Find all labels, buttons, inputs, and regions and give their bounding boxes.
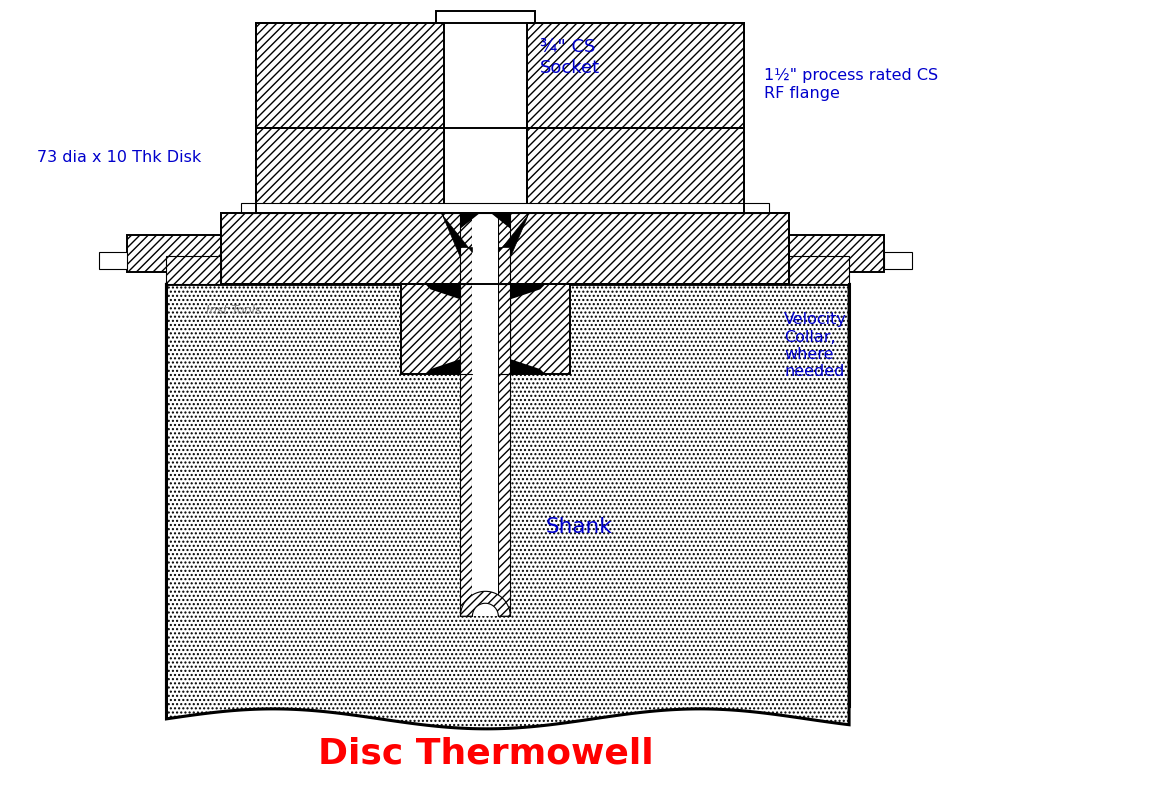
Bar <box>498 284 511 374</box>
Text: 1½" process rated CS
RF flange: 1½" process rated CS RF flange <box>764 68 938 101</box>
Polygon shape <box>460 212 480 229</box>
Bar <box>436 11 535 23</box>
Text: ¾" CS
Socket: ¾" CS Socket <box>540 38 600 77</box>
Bar <box>460 284 511 374</box>
Bar <box>498 212 511 616</box>
Bar <box>167 284 849 731</box>
Polygon shape <box>498 212 531 257</box>
Bar <box>789 234 884 272</box>
Bar <box>527 23 744 128</box>
Bar <box>99 252 127 269</box>
Text: Inst Tools: Inst Tools <box>207 304 262 317</box>
Polygon shape <box>460 592 511 616</box>
Polygon shape <box>491 212 511 229</box>
Bar <box>472 284 498 374</box>
Bar <box>460 284 472 374</box>
Polygon shape <box>440 212 472 257</box>
Text: 73 dia x 10 Thk Disk: 73 dia x 10 Thk Disk <box>36 150 201 166</box>
Bar <box>444 128 527 212</box>
Bar <box>789 257 849 284</box>
Text: Disc Thermowell: Disc Thermowell <box>317 737 653 771</box>
Bar <box>460 212 472 616</box>
Bar <box>167 257 221 284</box>
Polygon shape <box>511 284 545 299</box>
Bar <box>127 234 221 272</box>
Bar <box>444 23 527 128</box>
Bar <box>221 212 789 284</box>
Bar <box>256 83 744 212</box>
Bar <box>241 203 769 212</box>
Polygon shape <box>167 284 849 729</box>
Text: Velocity
Collar,
where
needed: Velocity Collar, where needed <box>784 312 848 379</box>
Bar <box>256 128 744 212</box>
Text: Shank: Shank <box>545 516 612 536</box>
Bar <box>256 23 444 128</box>
Bar <box>444 83 527 212</box>
Bar <box>400 284 571 374</box>
Polygon shape <box>425 359 460 374</box>
Polygon shape <box>511 359 545 374</box>
Bar <box>472 212 498 616</box>
Bar <box>884 252 912 269</box>
Polygon shape <box>425 284 460 299</box>
